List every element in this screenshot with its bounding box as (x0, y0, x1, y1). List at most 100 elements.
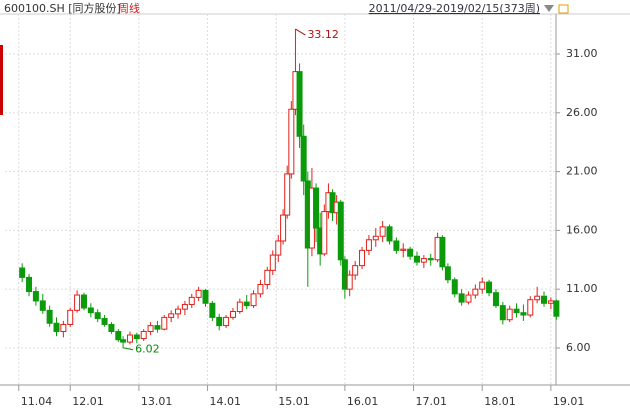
candle-body (288, 108, 295, 175)
candle-body (499, 305, 506, 321)
candle-body (236, 301, 243, 313)
x-tick-label: 11.04 (21, 395, 53, 408)
x-tick-label: 14.01 (210, 395, 242, 408)
x-tick-label: 16.01 (347, 395, 379, 408)
candle-body (147, 325, 154, 332)
candle-body (223, 316, 230, 327)
candle-body (352, 265, 359, 276)
candle-body (465, 294, 472, 303)
candle-body (413, 255, 420, 263)
candle-body (444, 266, 451, 281)
candle-body (300, 135, 307, 182)
candle-body (386, 226, 393, 242)
candle-body (337, 201, 344, 261)
candle-body (313, 187, 320, 229)
side-marker (0, 45, 3, 115)
candle-body (46, 309, 53, 324)
candle-body (74, 294, 81, 311)
candle-body (195, 289, 202, 298)
candle-body (80, 294, 87, 309)
candle-body (39, 300, 46, 311)
candle-body (479, 281, 486, 290)
candle-body (108, 323, 115, 332)
candle-body (126, 334, 133, 343)
candle-body (492, 292, 499, 307)
candle-body (67, 309, 74, 325)
candle-body (275, 240, 282, 256)
candle-body (393, 240, 400, 251)
chart-subtitle: 周线 (118, 1, 140, 15)
candle-body (284, 173, 291, 216)
candle-body (140, 330, 147, 340)
candle-body (527, 299, 534, 316)
candle-body (154, 325, 161, 330)
candle-body (407, 248, 414, 257)
x-tick-label: 19.01 (553, 395, 585, 408)
candle-body (346, 274, 353, 290)
annotation-label: 6.02 (135, 343, 160, 356)
candle-body (216, 316, 223, 327)
candle-body (101, 318, 108, 325)
candle-body (321, 211, 328, 255)
candle-body (520, 312, 527, 316)
lock-icon[interactable] (558, 4, 569, 14)
candle-body (120, 339, 127, 343)
candle-body (513, 308, 520, 314)
candle-body (94, 312, 101, 320)
x-tick-label: 17.01 (416, 395, 448, 408)
chart-title: 600100.SH [同方股份] (4, 1, 121, 15)
candle-body (486, 281, 493, 294)
candle-body (257, 283, 264, 295)
candle-body (87, 307, 94, 314)
candle-body (472, 288, 479, 296)
candle-body (19, 267, 26, 278)
candle-body (269, 254, 276, 271)
candle-body (458, 293, 465, 303)
y-tick-label: 21.00 (566, 165, 598, 178)
annotation-leader (295, 28, 306, 36)
date-range[interactable]: 2011/04/29-2019/02/15(373周) (369, 2, 540, 15)
candle-body (434, 236, 441, 261)
candle-body (547, 300, 554, 304)
candle-body (534, 295, 541, 301)
candle-body (32, 291, 39, 302)
candle-body (209, 302, 216, 318)
candle-body (264, 269, 271, 285)
candle-body (400, 248, 407, 251)
candle-body (181, 303, 188, 310)
candle-body (250, 293, 257, 307)
dropdown-icon[interactable] (544, 5, 554, 12)
candle-body (341, 259, 348, 290)
candle-body (553, 300, 560, 317)
candle-body (133, 334, 140, 340)
candle-body (451, 279, 458, 295)
candle-body (229, 311, 236, 318)
candle-body (506, 308, 513, 321)
y-tick-label: 26.00 (566, 106, 598, 119)
candle-body (115, 330, 122, 341)
candle-body (243, 301, 250, 307)
x-tick-label: 12.01 (72, 395, 104, 408)
y-tick-label: 16.00 (566, 223, 598, 236)
x-tick-label: 13.01 (141, 395, 173, 408)
y-tick-label: 11.00 (566, 282, 598, 295)
annotation-leader (123, 347, 134, 351)
candle-body (280, 214, 287, 242)
candle-body (427, 258, 434, 261)
candle-body (372, 235, 379, 241)
candle-body (175, 308, 182, 315)
candle-body (26, 276, 33, 293)
y-tick-label: 31.00 (566, 47, 598, 60)
candle-body (53, 322, 60, 332)
candle-body (365, 239, 372, 251)
candle-body (161, 316, 168, 330)
candle-body (202, 289, 209, 304)
x-tick-label: 15.01 (278, 395, 310, 408)
x-tick-label: 18.01 (484, 395, 515, 408)
candle-body (379, 226, 386, 237)
candle-body (359, 249, 366, 267)
candle-body (60, 323, 67, 332)
candle-body (296, 71, 303, 137)
